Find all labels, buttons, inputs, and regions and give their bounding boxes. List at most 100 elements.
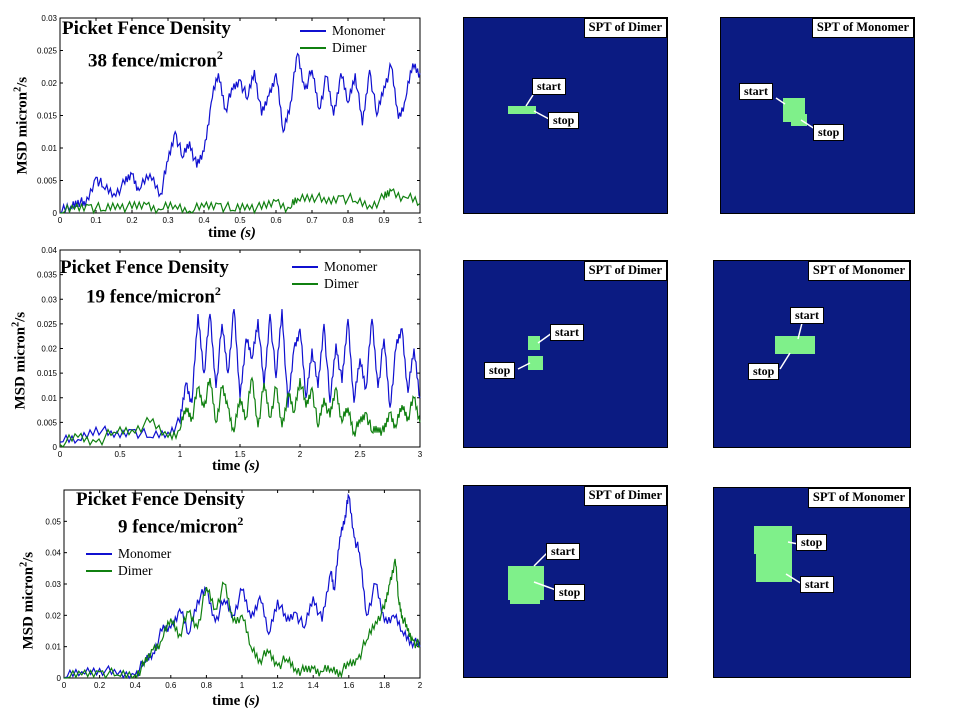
trajectory-plot <box>517 332 553 370</box>
legend-swatch-monomer <box>292 265 318 268</box>
x-tick-label: 0.9 <box>378 216 390 225</box>
plot-area <box>59 249 421 448</box>
chart-1-subtitle: 38 fence/micron2 <box>88 48 223 72</box>
chart-2-ylabel-text: MSD micron <box>12 326 29 410</box>
msd-chart-2: 0 0.5 1 1.5 2 2.5 3 0 0.005 0.01 0.015 0.02 0.025 0.0… <box>0 240 430 480</box>
chart-3-ylabel-sup: 2 <box>18 561 30 567</box>
y-tick-label: 0.02 <box>41 345 57 354</box>
y-tick-label: 0 <box>57 674 62 683</box>
trajectory-blob <box>510 598 540 604</box>
chart-1-ylabel-text: MSD micron <box>14 91 31 175</box>
start-label: start <box>790 307 824 324</box>
legend-swatch-dimer <box>300 46 326 49</box>
x-tick-label: 2.5 <box>354 450 366 459</box>
y-tick-label: 0 <box>53 443 58 452</box>
chart-3-xunit: (s) <box>244 693 260 709</box>
chart-1-ylabel-sup: 2 <box>12 86 24 92</box>
plot-area <box>59 17 421 214</box>
chart-1-subtitle-text: 38 fence/micron <box>88 50 217 72</box>
series-line-dimer <box>60 187 421 215</box>
spt-panel-title: SPT of Dimer <box>583 486 667 506</box>
legend-label-dimer: Dimer <box>118 562 153 578</box>
x-tick-label: 0 <box>58 450 63 459</box>
start-pointer <box>525 94 534 107</box>
start-pointer <box>785 573 803 585</box>
trajectory-plot <box>775 97 816 130</box>
spt-panel-dimer-2: SPT of Dimer start stop <box>463 260 668 448</box>
spt-panel-monomer-3: SPT of Monomer stop start <box>713 487 911 678</box>
x-tick-label: 1.5 <box>234 450 246 459</box>
stop-label: stop <box>813 124 845 141</box>
y-tick-label: 0.005 <box>37 177 58 186</box>
y-tick-label: 0.03 <box>41 14 57 23</box>
y-tick-label: 0.04 <box>45 549 61 558</box>
stop-pointer <box>800 119 816 130</box>
chart-1-title-text: Picket Fence Density <box>62 18 231 39</box>
chart-2-subtitle: 19 fence/micron2 <box>86 284 221 308</box>
x-tick-label: 0.6 <box>270 216 282 225</box>
series-line-dimer <box>64 558 421 680</box>
spt-panel-monomer-2: SPT of Monomer start stop <box>713 260 911 448</box>
y-tick-label: 0.01 <box>45 643 61 652</box>
y-tick-label: 0.005 <box>37 418 58 427</box>
x-tick-label: 2 <box>298 450 303 459</box>
start-label: start <box>739 83 773 100</box>
x-tick-label: 0.6 <box>165 681 177 690</box>
y-tick-label: 0.015 <box>37 369 58 378</box>
legend-item-dimer: Dimer <box>292 275 377 292</box>
x-tick-label: 0.4 <box>198 216 210 225</box>
series-line-dimer <box>59 376 421 448</box>
stop-label: stop <box>748 363 780 380</box>
chart-1-xlabel: time (s) <box>208 225 256 242</box>
series-line-monomer <box>63 493 421 680</box>
y-tick-label: 0.025 <box>37 320 58 329</box>
chart-3-subtitle-sup: 2 <box>237 514 244 528</box>
x-tick-label: 2 <box>418 681 423 690</box>
start-pointer <box>797 322 803 340</box>
start-label: start <box>532 78 566 95</box>
legend-label-monomer: Monomer <box>118 545 172 561</box>
x-tick-label: 0.8 <box>342 216 354 225</box>
trajectory-blob <box>756 552 792 582</box>
stop-pointer <box>517 362 531 370</box>
y-tick-label: 0.03 <box>41 295 57 304</box>
chart-2-xunit: (s) <box>244 458 260 474</box>
start-label: start <box>800 576 834 593</box>
chart-2-ylabel-tail: /s <box>12 311 29 322</box>
chart-1-ylabel-tail: /s <box>14 76 31 87</box>
msd-chart-3: 0 0.2 0.4 0.6 0.8 1 1.2 1.4 1.6 1.8 2 0 0.01 0.02 0.03… <box>0 480 430 715</box>
x-tick-label: 0.1 <box>90 216 102 225</box>
x-tick-label: 0 <box>62 681 67 690</box>
chart-2-legend: Monomer Dimer <box>292 258 377 292</box>
stop-pointer <box>533 581 557 591</box>
chart-1-ylabel: MSD micron2/s <box>13 55 32 175</box>
spt-panel-monomer-1: SPT of Monomer start stop <box>720 17 915 214</box>
chart-3-subtitle-text: 9 fence/micron <box>118 516 238 538</box>
chart-2-ylabel: MSD micron2/s <box>11 290 30 410</box>
chart-2-title-text: Picket Fence Density <box>60 257 229 278</box>
start-pointer <box>775 97 786 105</box>
x-tick-label: 0 <box>58 216 63 225</box>
chart-2-title: Picket Fence Density <box>60 257 229 279</box>
spt-panel-dimer-3: SPT of Dimer start stop <box>463 485 668 678</box>
trajectory-blob <box>508 106 536 114</box>
y-tick-label: 0.025 <box>37 47 58 56</box>
chart-3-xlabel-text: time <box>212 693 241 709</box>
plot-area <box>63 489 421 679</box>
trajectory-blob <box>754 526 792 554</box>
x-tick-label: 1.2 <box>272 681 284 690</box>
chart-3-title-text: Picket Fence Density <box>76 489 245 510</box>
legend-item-monomer: Monomer <box>292 258 377 275</box>
legend-swatch-monomer <box>86 552 112 555</box>
x-tick-label: 1.4 <box>308 681 320 690</box>
spt-panel-title: SPT of Monomer <box>811 18 914 38</box>
stop-label: stop <box>554 584 586 601</box>
y-tick-label: 0.015 <box>37 112 58 121</box>
msd-chart-1: 0 0.1 0.2 0.3 0.4 0.5 0.6 0.7 0.8 0.9 1 0 0.005 0.01 0… <box>0 0 430 245</box>
legend-item-monomer: Monomer <box>86 545 171 562</box>
x-tick-label: 0.4 <box>130 681 142 690</box>
chart-1-svg: 0 0.1 0.2 0.3 0.4 0.5 0.6 0.7 0.8 0.9 1 0 0.005 0.01 0… <box>37 14 423 225</box>
stop-pointer <box>779 352 791 370</box>
legend-swatch-dimer <box>86 569 112 572</box>
spt-panel-title: SPT of Dimer <box>583 261 667 281</box>
